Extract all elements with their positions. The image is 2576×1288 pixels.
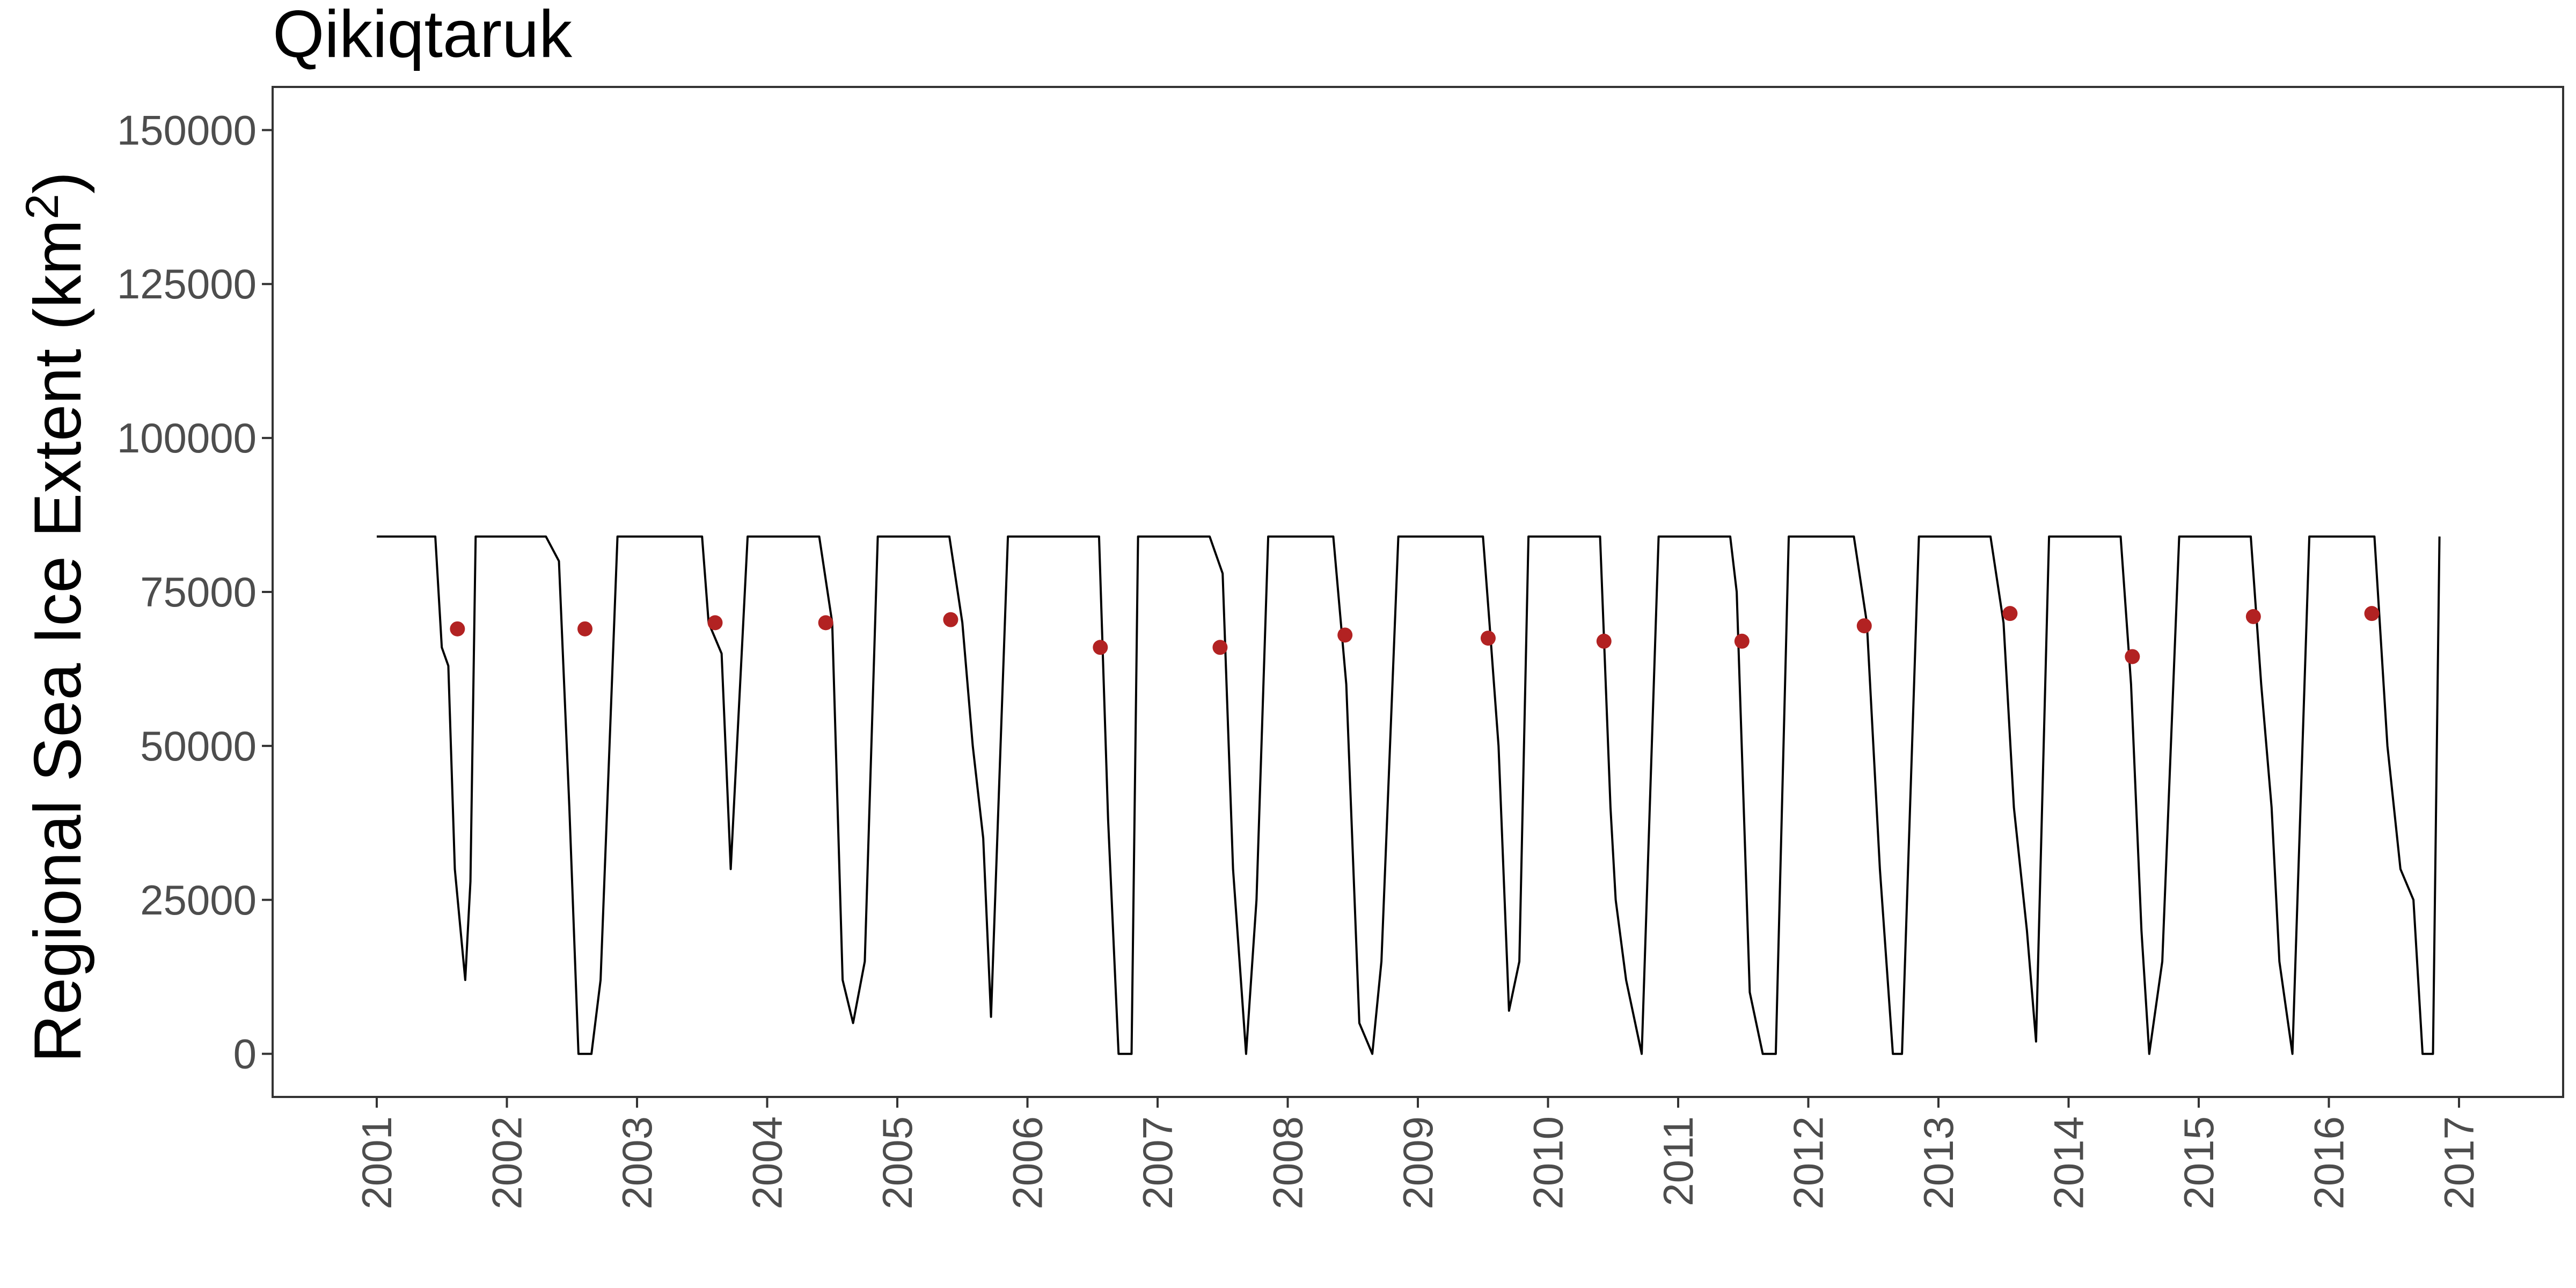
x-tick-label: 2017	[2435, 1116, 2483, 1210]
data-point	[943, 612, 958, 627]
x-tick-label: 2007	[1134, 1116, 1181, 1210]
data-point	[2364, 606, 2380, 621]
data-point	[1093, 640, 1108, 655]
data-point	[450, 621, 465, 636]
data-point	[818, 615, 833, 631]
y-axis-label-superscript: 2	[17, 194, 68, 219]
y-tick-label: 25000	[140, 876, 257, 924]
x-tick-label: 2010	[1525, 1116, 1572, 1210]
series-layer	[377, 535, 2441, 1055]
y-tick-label: 75000	[140, 568, 257, 616]
y-tick-label: 150000	[117, 106, 257, 153]
x-axis: 2001 2002 2003 2004 2005 2006 2007 2008 2009 2010…	[353, 1097, 2483, 1210]
y-axis-label: Regional Sea Ice Extent (km2)	[17, 172, 95, 1063]
x-tick-label: 2012	[1785, 1116, 1832, 1210]
data-point	[2125, 649, 2140, 664]
data-point	[707, 615, 723, 631]
x-tick-label: 2003	[613, 1116, 661, 1210]
data-point	[1337, 627, 1353, 643]
x-tick-label: 2001	[353, 1116, 400, 1210]
y-tick-label: 100000	[117, 414, 257, 462]
y-tick-label: 125000	[117, 260, 257, 308]
y-axis-label-suffix: )	[21, 172, 95, 194]
data-point	[2002, 606, 2018, 621]
x-tick-label: 2016	[2306, 1116, 2353, 1210]
x-tick-label: 2015	[2175, 1116, 2222, 1210]
x-tick-label: 2014	[2045, 1116, 2092, 1210]
x-tick-label: 2011	[1655, 1116, 1702, 1206]
x-tick-label: 2005	[874, 1116, 921, 1210]
y-tick-label: 0	[233, 1030, 257, 1078]
y-axis-label-text: Regional Sea Ice Extent (km	[21, 219, 95, 1063]
x-tick-label: 2013	[1915, 1116, 1962, 1210]
data-point	[1480, 631, 1496, 646]
x-tick-label: 2004	[744, 1116, 791, 1210]
chart-title: Qikiqtaruk	[273, 0, 573, 71]
data-point	[1212, 640, 1228, 655]
y-axis: 0 25000 50000 75000 100000 125000 150000	[117, 106, 273, 1078]
sea-ice-extent-line	[377, 535, 2441, 1055]
data-point	[1734, 633, 1750, 649]
x-tick-label: 2002	[484, 1116, 531, 1210]
points-layer	[450, 606, 2380, 664]
x-tick-label: 2006	[1004, 1116, 1051, 1210]
data-point	[2245, 609, 2261, 624]
data-point	[1596, 633, 1612, 649]
x-tick-label: 2008	[1264, 1116, 1312, 1210]
data-point	[1856, 618, 1872, 634]
x-tick-label: 2009	[1394, 1116, 1441, 1210]
data-point	[577, 621, 592, 636]
y-tick-label: 50000	[140, 722, 257, 770]
